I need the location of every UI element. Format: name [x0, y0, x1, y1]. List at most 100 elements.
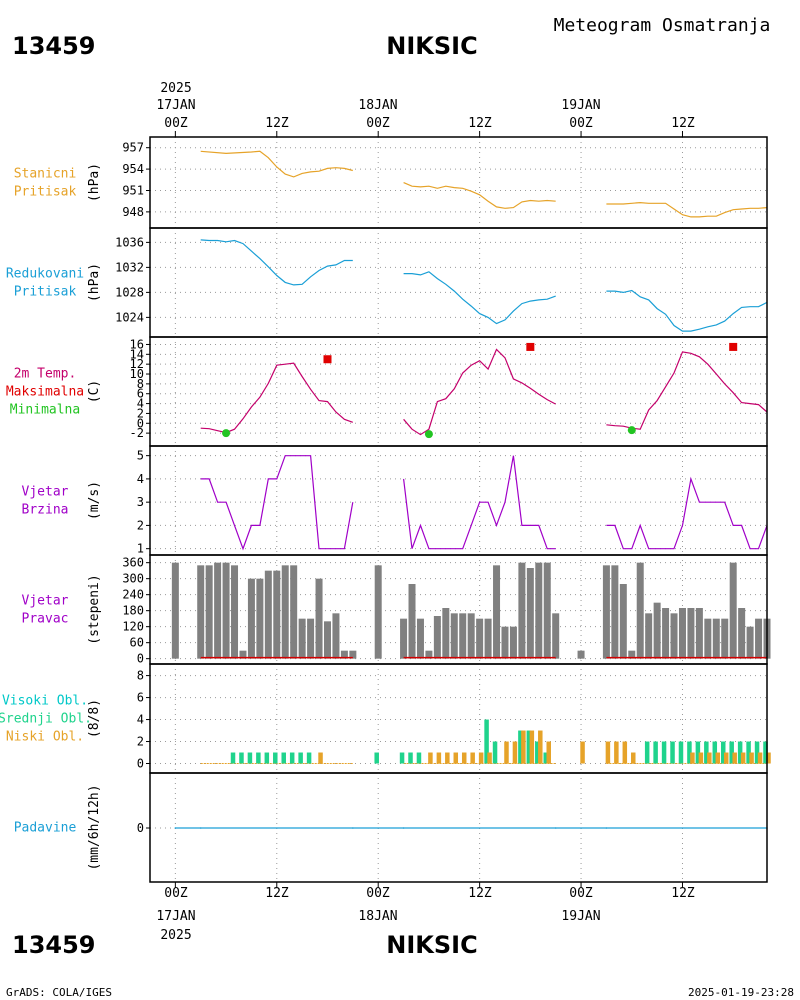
wind-direction-bar: [281, 565, 289, 659]
mid-cloud-bar: [247, 752, 253, 764]
panel-label-line: Padavine: [14, 821, 77, 836]
y-tick-label: 8: [137, 669, 144, 683]
panel-frame: [149, 772, 768, 883]
bottom-hour-label-1: 00Z: [164, 886, 188, 901]
wind-direction-bar: [298, 618, 306, 659]
y-tick-label: 2: [137, 735, 144, 749]
wind-direction-bar: [738, 608, 746, 659]
mid-cloud-bar: [256, 752, 261, 764]
panel-label-line: Redukovani: [6, 267, 84, 282]
y-tick-label: 948: [122, 205, 144, 219]
wind_speed-series-line: [403, 455, 556, 550]
panel-unit-label: (m/s): [87, 481, 102, 520]
wind-direction-bar: [442, 608, 450, 659]
low-cloud-bar: [580, 741, 585, 764]
low-cloud-bar: [529, 730, 535, 764]
panel-label-line: 2m Temp.: [14, 367, 77, 382]
low-cloud-bar: [631, 752, 636, 764]
wind-direction-bar: [315, 578, 323, 659]
wind-direction-bar: [645, 613, 653, 659]
station-name-bottom: NIKSIC: [386, 931, 477, 959]
low-cloud-bar: [521, 730, 526, 764]
wind-direction-bar: [543, 562, 551, 659]
wind-direction-bar: [662, 608, 670, 659]
panel-unit-label: (stepeni): [87, 574, 102, 644]
panel-label-line: Visoki Obl.: [2, 694, 88, 709]
wind-direction-bar: [307, 618, 315, 659]
wind-direction-bar: [408, 584, 416, 659]
mid-cloud-bar: [678, 741, 684, 764]
low-cloud-bar: [749, 752, 754, 764]
y-tick-label: 0: [137, 821, 144, 835]
precip-point: [174, 827, 177, 829]
wind-direction-bar: [535, 562, 543, 659]
wind-direction-bar: [695, 608, 703, 659]
top-hour-label-3: 00Z: [366, 116, 390, 131]
mid-cloud-bar: [653, 741, 658, 764]
low-cloud-bar: [538, 730, 543, 764]
wind-direction-bar: [678, 608, 686, 659]
precip-point: [605, 827, 608, 829]
y-tick-label: 16: [130, 337, 144, 351]
mid-cloud-bar: [298, 752, 303, 764]
low-cloud-bar: [478, 752, 484, 764]
temperature-series-line: [403, 348, 556, 436]
y-tick-label: 4: [137, 472, 144, 486]
mid-cloud-bar: [535, 741, 540, 764]
panel-frame: [149, 227, 768, 338]
wind-direction-bar: [459, 613, 467, 659]
wind-direction-bar: [450, 613, 458, 659]
panel-label-line: Vjetar: [22, 485, 69, 500]
y-tick-label: 180: [122, 604, 144, 618]
top-hour-label-6: 12Z: [671, 116, 695, 131]
bottom-day-label-2: 18JAN: [358, 909, 397, 924]
mid-cloud-bar: [281, 752, 286, 764]
mid-cloud-bar: [239, 752, 244, 764]
y-tick-label: 240: [122, 588, 144, 602]
mid-cloud-bar: [526, 730, 532, 764]
y-tick-label: 1024: [115, 310, 144, 324]
y-tick-label: -2: [130, 426, 144, 440]
y-tick-label: 0: [137, 757, 144, 771]
wind-direction-bar: [526, 568, 534, 659]
wind-direction-bar: [552, 613, 560, 659]
mid-cloud-bar: [695, 741, 701, 764]
wind-direction-bar: [746, 626, 754, 659]
wind-direction-bar: [222, 562, 230, 659]
wind-direction-bar: [256, 578, 264, 659]
bottom-hour-label-3: 00Z: [366, 886, 390, 901]
panel-unit-label: (C): [87, 380, 102, 403]
low-cloud-bar: [428, 752, 433, 764]
precip-point: [352, 827, 354, 829]
wind-direction-bar: [704, 618, 712, 659]
panel-station_pressure: 948 951 954 957 Stanicni Pritisak (hPa): [14, 136, 768, 229]
y-tick-label: 12: [130, 357, 144, 371]
panel-label-line: Vjetar: [22, 594, 69, 609]
panel-label-line: Brzina: [22, 503, 69, 518]
top-day-label-1: 17JAN: [156, 98, 195, 113]
panel-label-line: Pritisak: [14, 285, 77, 300]
wind-direction-bar: [231, 565, 239, 659]
bottom-time-axis: 00Z 12Z 00Z 12Z 00Z 12Z 17JAN 18JAN 19JA…: [156, 886, 694, 943]
wind-direction-bar: [628, 650, 636, 659]
low-cloud-bar: [453, 752, 459, 764]
panel-label-line: Stanicni: [14, 167, 77, 182]
top-day-label-2: 18JAN: [358, 98, 397, 113]
bottom-hour-label-5: 00Z: [569, 886, 593, 901]
low-cloud-bar: [318, 752, 323, 764]
y-tick-label: 14: [130, 347, 144, 361]
low-cloud-bar: [757, 752, 763, 764]
mid-cloud-bar: [729, 741, 734, 764]
wind-direction-bar: [755, 618, 763, 659]
wind-direction-bar: [400, 618, 408, 659]
wind-direction-bar: [425, 650, 433, 659]
low-cloud-bar: [445, 752, 450, 764]
low-cloud-bar: [461, 752, 467, 764]
panel-wind_speed: 1 2 3 4 5 Vjetar Brzina (m/s): [22, 445, 768, 556]
panel-frame: [149, 136, 768, 229]
mid-cloud-bar: [704, 741, 709, 764]
panel-unit-label: (mm/6h/12h): [87, 784, 102, 870]
wind-direction-bar: [602, 565, 610, 659]
panel-wind_direction: 0 60 120 180 240 300 360 Vjetar Pravac (stepeni): [22, 554, 771, 666]
